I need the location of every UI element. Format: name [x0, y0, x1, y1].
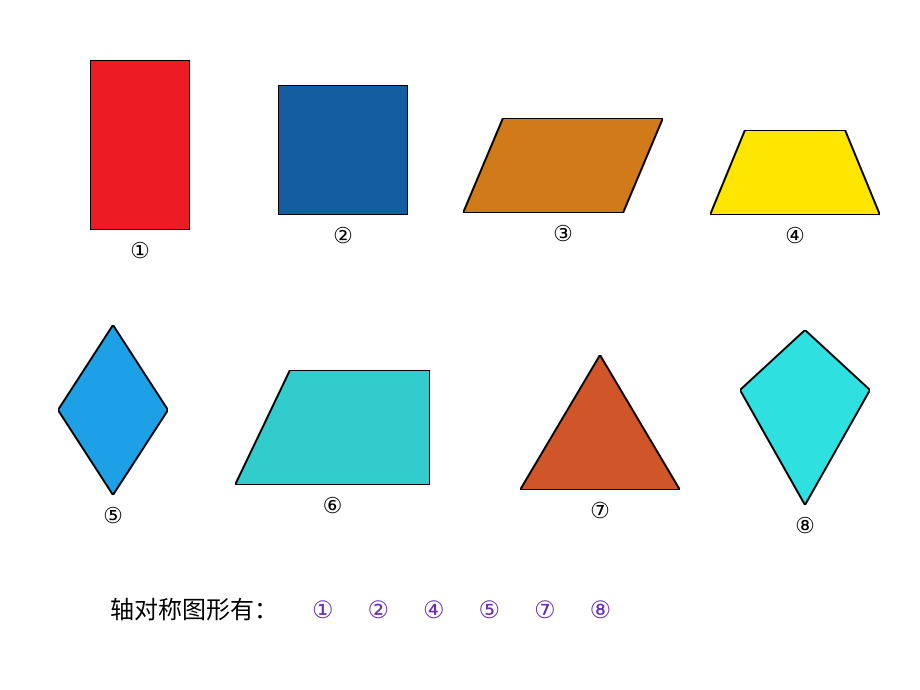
shape-label: ⑤: [58, 503, 168, 529]
shape-label: ⑧: [740, 513, 870, 539]
shape-label: ⑥: [235, 493, 430, 519]
shape-rhombus: ⑤: [58, 325, 168, 529]
shape-label: ⑦: [520, 498, 680, 524]
answer-item: ②: [368, 597, 390, 624]
answer-item: ④: [423, 597, 445, 624]
diagram-canvas: ① ② ③ ④ ⑤ ⑥ ⑦: [0, 0, 920, 690]
shape-label: ③: [463, 221, 663, 247]
kite-icon: [740, 330, 870, 505]
rectangle-icon: [90, 60, 190, 230]
shape-triangle: ⑦: [520, 355, 680, 524]
parallelogram-icon: [463, 118, 663, 213]
shape-label: ①: [90, 238, 190, 264]
square-icon: [278, 85, 408, 215]
answer-line: 轴对称图形有： ① ② ④ ⑤ ⑦ ⑧: [110, 590, 611, 625]
answer-item: ⑧: [590, 597, 612, 624]
shape-right-trapezoid: ⑥: [235, 370, 430, 519]
answer-item: ⑦: [534, 597, 556, 624]
answer-prefix: 轴对称图形有：: [110, 598, 278, 624]
answer-item: ⑤: [479, 597, 501, 624]
shape-label: ②: [278, 223, 408, 249]
shape-rectangle: ①: [90, 60, 190, 264]
triangle-icon: [520, 355, 680, 490]
shape-kite: ⑧: [740, 330, 870, 539]
shape-trapezoid: ④: [710, 130, 880, 249]
shape-square: ②: [278, 85, 408, 249]
answer-item: ①: [312, 597, 334, 624]
shape-label: ④: [710, 223, 880, 249]
right-trapezoid-icon: [235, 370, 430, 485]
trapezoid-icon: [710, 130, 880, 215]
shape-parallelogram: ③: [463, 118, 663, 247]
rhombus-icon: [58, 325, 168, 495]
